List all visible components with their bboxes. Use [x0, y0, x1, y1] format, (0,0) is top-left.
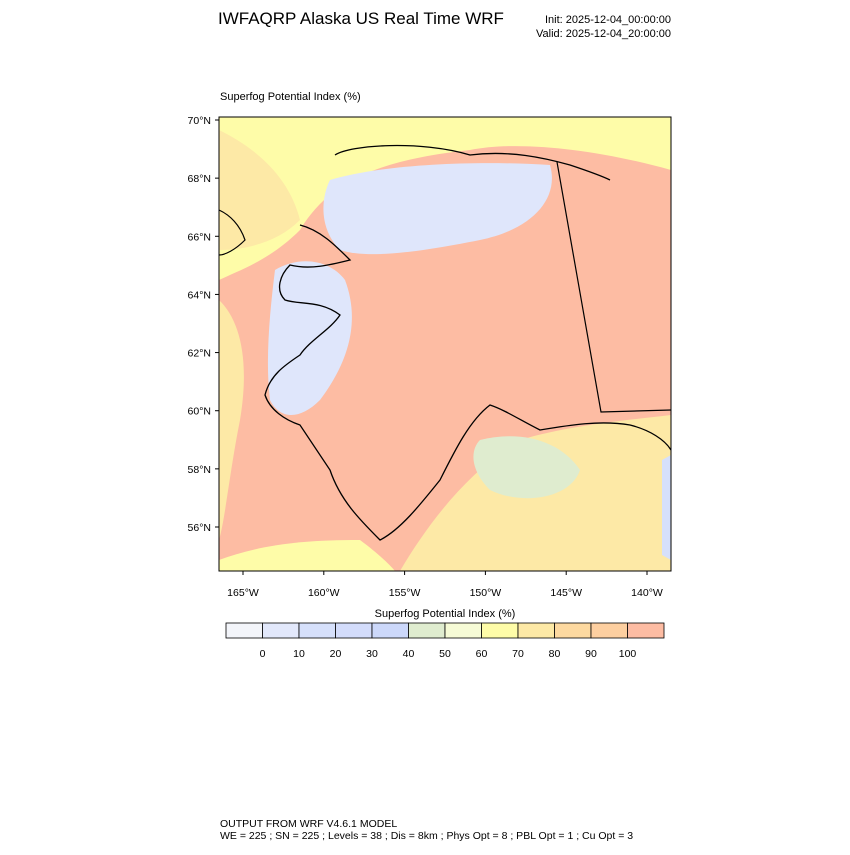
lat-label: 62°N	[188, 348, 211, 360]
colorbar-label: 30	[366, 648, 378, 660]
colorbar-label: 100	[619, 648, 637, 660]
colorbar-label: 10	[293, 648, 305, 660]
colorbar-box	[590, 622, 628, 639]
field-blue-east	[662, 455, 671, 560]
colorbar: 0 10 20 30 40 50 60 70 80 90 100	[225, 622, 665, 660]
border	[556, 161, 671, 413]
field-orange	[219, 130, 300, 250]
lon-label: 145°W	[550, 587, 582, 599]
colorbar-box	[335, 622, 373, 639]
field-yellow	[219, 117, 671, 280]
lon-label: 155°W	[389, 587, 421, 599]
colorbar-box	[554, 622, 592, 639]
map-subtitle: Superfog Potential Index (%)	[220, 91, 361, 103]
colorbar-box	[298, 622, 336, 639]
colorbar-box	[517, 622, 555, 639]
colorbar-label: 0	[260, 648, 266, 660]
field-blue-west	[267, 261, 352, 415]
lat-label: 58°N	[188, 464, 211, 476]
lat-label: 56°N	[188, 522, 211, 534]
field-yellow-south	[219, 540, 395, 571]
colorbar-box	[262, 622, 300, 639]
map-field	[219, 117, 671, 571]
field-green	[473, 436, 580, 499]
colorbar-title: Superfog Potential Index (%)	[375, 608, 516, 620]
colorbar-box	[444, 622, 482, 639]
map-frame	[218, 116, 672, 572]
lat-label: 60°N	[188, 406, 211, 418]
valid-time: Valid: 2025-12-04_20:00:00	[536, 28, 671, 40]
colorbar-box	[408, 622, 446, 639]
colorbar-label: 50	[439, 648, 451, 660]
colorbar-box	[225, 622, 263, 639]
lon-label: 150°W	[470, 587, 502, 599]
lat-label: 68°N	[188, 173, 211, 185]
coastline-west	[219, 209, 246, 256]
lon-label: 165°W	[227, 587, 259, 599]
lon-label: 160°W	[308, 587, 340, 599]
field-orange-west	[219, 300, 244, 540]
title: IWFAQRP Alaska US Real Time WRF	[218, 9, 504, 28]
footer-line: OUTPUT FROM WRF V4.6.1 MODEL	[220, 818, 397, 830]
footer-line: WE = 225 ; SN = 225 ; Levels = 38 ; Dis …	[220, 830, 633, 842]
coastline	[264, 144, 671, 541]
colorbar-label: 90	[585, 648, 597, 660]
colorbar-label: 80	[549, 648, 561, 660]
colorbar-label: 60	[476, 648, 488, 660]
colorbar-label: 20	[330, 648, 342, 660]
colorbar-box	[371, 622, 409, 639]
colorbar-label: 70	[512, 648, 524, 660]
lon-label: 140°W	[631, 587, 663, 599]
init-time: Init: 2025-12-04_00:00:00	[545, 14, 671, 26]
colorbar-label: 40	[403, 648, 415, 660]
lat-label: 66°N	[188, 231, 211, 243]
colorbar-box	[627, 622, 665, 639]
lat-label: 64°N	[188, 289, 211, 301]
field-blue-north	[323, 163, 552, 255]
lat-label: 70°N	[188, 115, 211, 127]
colorbar-box	[481, 622, 519, 639]
map-axes: 70°N 68°N 66°N 64°N 62°N 60°N 58°N 56°N 165°W 160…	[188, 115, 663, 599]
